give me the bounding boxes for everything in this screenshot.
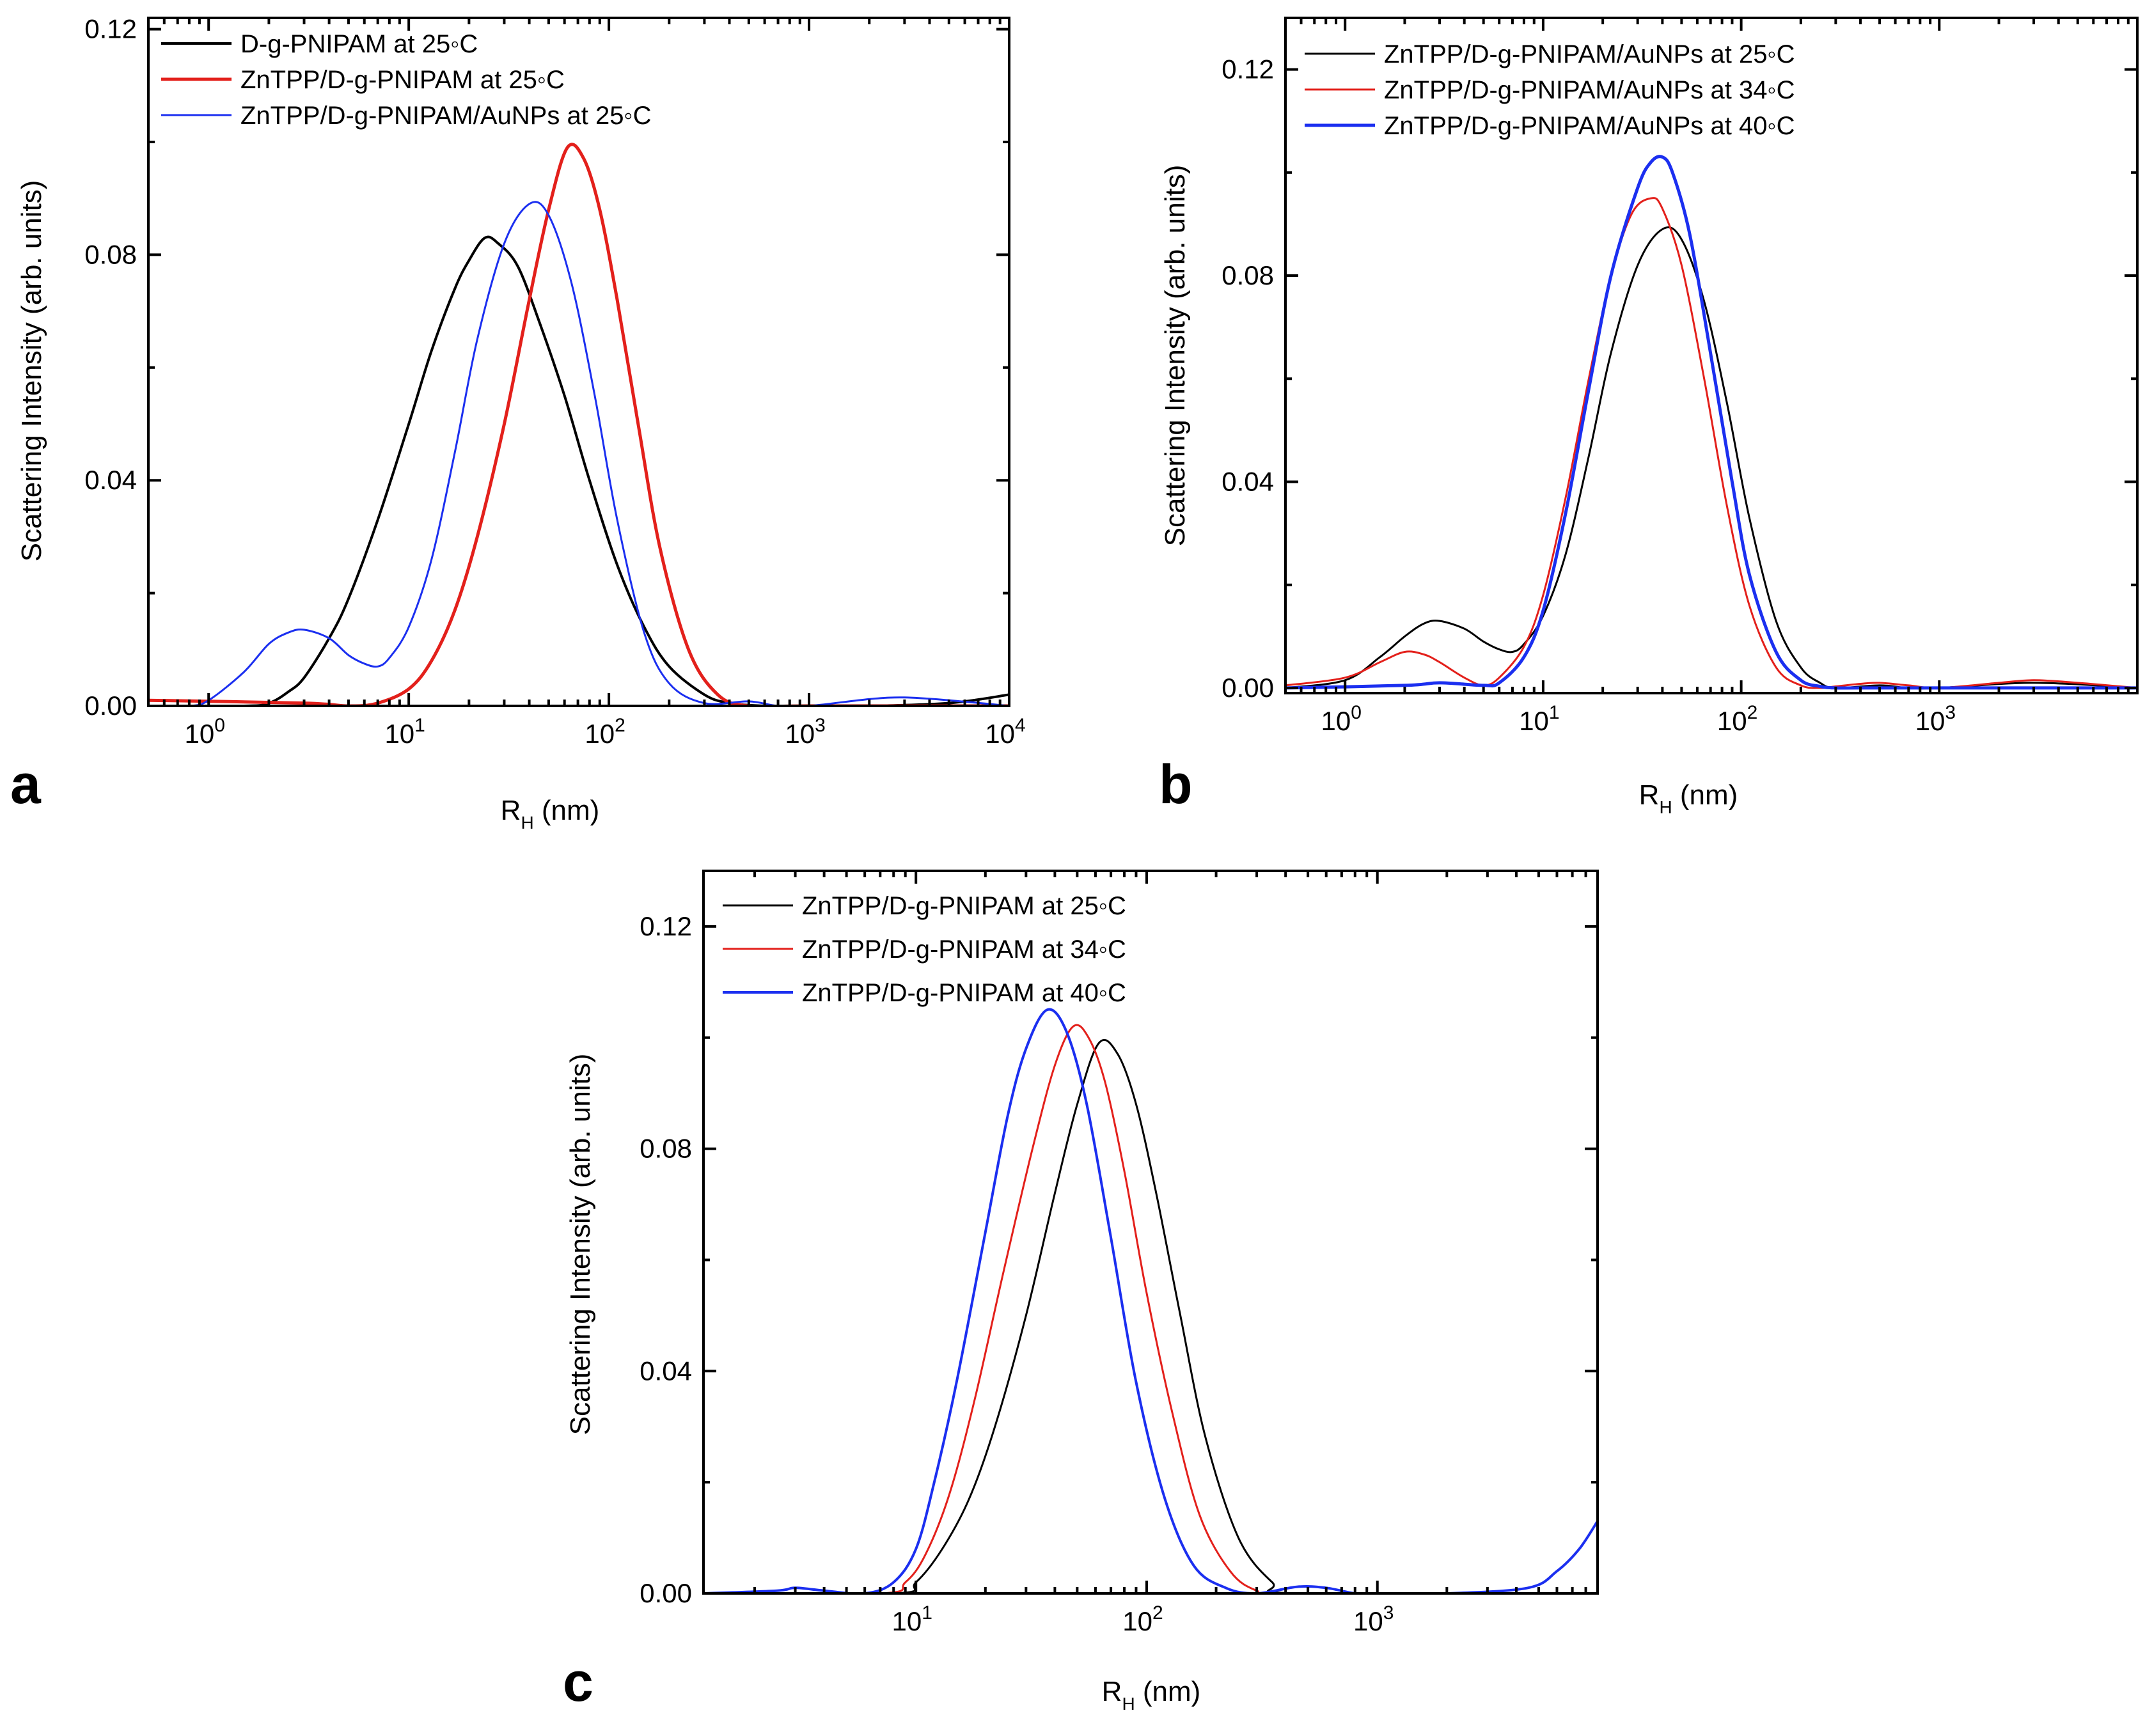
panel-c: c Scattering Intensity (arb. units) RH (…: [563, 870, 1599, 1714]
panel-c-legend-label-0: ZnTPP/D-g-PNIPAM at 25◦C: [802, 892, 1126, 920]
panel-b: b Scattering Intensity (arb. units) RH (…: [1159, 17, 2139, 817]
panel-c-ytick-label-0: 0.00: [640, 1578, 692, 1608]
panel-c-series-2: [703, 1008, 1598, 1593]
panel-c-xtick-label-2: 103: [1353, 1602, 1394, 1636]
panel-b-series-0: [1285, 226, 2137, 690]
panel-a-curves: [148, 143, 1009, 706]
panel-a-ylabel: Scattering Intensity (arb. units): [16, 180, 47, 562]
panel-b-ytick-label-0: 0.00: [1222, 673, 1274, 703]
panel-c-frame: [702, 870, 1599, 1595]
panel-c-ytick-label-3: 0.12: [640, 911, 692, 941]
panel-b-ytick-label-1: 0.04: [1222, 466, 1274, 496]
panel-a-xtick-label-2: 102: [585, 715, 625, 749]
panel-c-xlabel-sub: H: [1122, 1694, 1135, 1714]
panel-a-ytick-label-0: 0.00: [84, 691, 137, 721]
panel-b-ylabel: Scattering Intensity (arb. units): [1159, 165, 1191, 547]
panel-a-ytick-label-3: 0.12: [84, 14, 137, 44]
panel-c-series-0: [703, 1038, 1598, 1593]
panel-a-xtick-label-1: 101: [384, 715, 425, 749]
panel-b-series-2: [1285, 155, 2137, 690]
panel-c-ylabel: Scattering Intensity (arb. units): [565, 1054, 596, 1435]
panel-c-ytick-label-1: 0.04: [640, 1356, 692, 1386]
panel-b-xtick-label-1: 101: [1519, 702, 1559, 736]
panel-a-xlabel-main: R: [501, 795, 521, 826]
panel-b-letter: b: [1159, 754, 1193, 815]
panel-a-legend-label-1: ZnTPP/D-g-PNIPAM at 25◦C: [240, 66, 565, 94]
panel-c-xtick-label-1: 102: [1122, 1602, 1163, 1636]
panel-a-series-1: [148, 143, 1009, 706]
panel-a-ytick-label-2: 0.08: [84, 239, 137, 269]
panel-a-legend-label-2: ZnTPP/D-g-PNIPAM/AuNPs at 25◦C: [240, 102, 652, 130]
panel-b-legend-label-0: ZnTPP/D-g-PNIPAM/AuNPs at 25◦C: [1384, 40, 1795, 68]
panel-b-xlabel-sub: H: [1659, 797, 1672, 817]
panel-a-series-2: [148, 201, 1009, 706]
panel-a-xlabel: RH (nm): [501, 795, 600, 833]
panel-a-series-0: [148, 235, 1009, 706]
panel-b-ytick-label-2: 0.08: [1222, 260, 1274, 290]
panel-b-xtick-label-3: 103: [1915, 702, 1956, 736]
panel-c-legend: ZnTPP/D-g-PNIPAM at 25◦C ZnTPP/D-g-PNIPA…: [723, 892, 1126, 1007]
panel-b-xlabel: RH (nm): [1639, 779, 1738, 817]
panel-a: a Scattering Intensity (arb. units) RH (…: [10, 14, 1026, 833]
panel-b-legend-label-2: ZnTPP/D-g-PNIPAM/AuNPs at 40◦C: [1384, 112, 1795, 140]
panel-b-xtick-label-2: 102: [1717, 702, 1757, 736]
panel-c-series-1: [703, 1024, 1598, 1593]
panel-a-xtick-label-0: 100: [185, 715, 225, 749]
panel-b-xtick-label-0: 100: [1321, 702, 1362, 736]
panel-b-xlabel-unit: (nm): [1672, 779, 1738, 811]
panel-b-plot: 100 101 102 103 0.00 0.04 0.08 0.12: [1222, 17, 2139, 736]
panel-a-plot: 100 101 102 103 104 0.00 0.04 0.08 0.12: [84, 14, 1025, 749]
panel-a-legend: D-g-PNIPAM at 25◦C ZnTPP/D-g-PNIPAM at 2…: [161, 30, 652, 130]
panel-c-xlabel: RH (nm): [1102, 1676, 1201, 1714]
panel-a-xtick-label-3: 103: [785, 715, 825, 749]
panel-a-legend-label-0: D-g-PNIPAM at 25◦C: [240, 30, 478, 58]
panel-b-xlabel-main: R: [1639, 779, 1660, 811]
panel-c-curves: [703, 1008, 1598, 1593]
panel-a-letter: a: [10, 754, 42, 815]
panel-b-series-1: [1285, 197, 2137, 689]
panel-c-xlabel-unit: (nm): [1135, 1676, 1201, 1707]
panel-b-ytick-label-3: 0.12: [1222, 54, 1274, 84]
panel-c-legend-label-2: ZnTPP/D-g-PNIPAM at 40◦C: [802, 979, 1126, 1007]
panel-c-plot: 101 102 103 0.00 0.04 0.08 0.12: [640, 870, 1599, 1636]
panel-a-xlabel-unit: (nm): [534, 795, 600, 826]
panel-c-xtick-label-0: 101: [892, 1602, 932, 1636]
panel-a-ytick-label-1: 0.04: [84, 465, 137, 495]
panel-c-ytick-label-2: 0.08: [640, 1134, 692, 1164]
panel-c-xlabel-main: R: [1102, 1676, 1122, 1707]
panel-a-xlabel-sub: H: [521, 813, 533, 833]
panel-c-letter: c: [563, 1652, 593, 1713]
panel-c-legend-label-1: ZnTPP/D-g-PNIPAM at 34◦C: [802, 935, 1126, 964]
panel-b-legend-label-1: ZnTPP/D-g-PNIPAM/AuNPs at 34◦C: [1384, 76, 1795, 104]
panel-b-legend: ZnTPP/D-g-PNIPAM/AuNPs at 25◦C ZnTPP/D-g…: [1305, 40, 1795, 140]
panel-b-curves: [1285, 155, 2137, 690]
panel-a-xtick-label-4: 104: [985, 715, 1025, 749]
